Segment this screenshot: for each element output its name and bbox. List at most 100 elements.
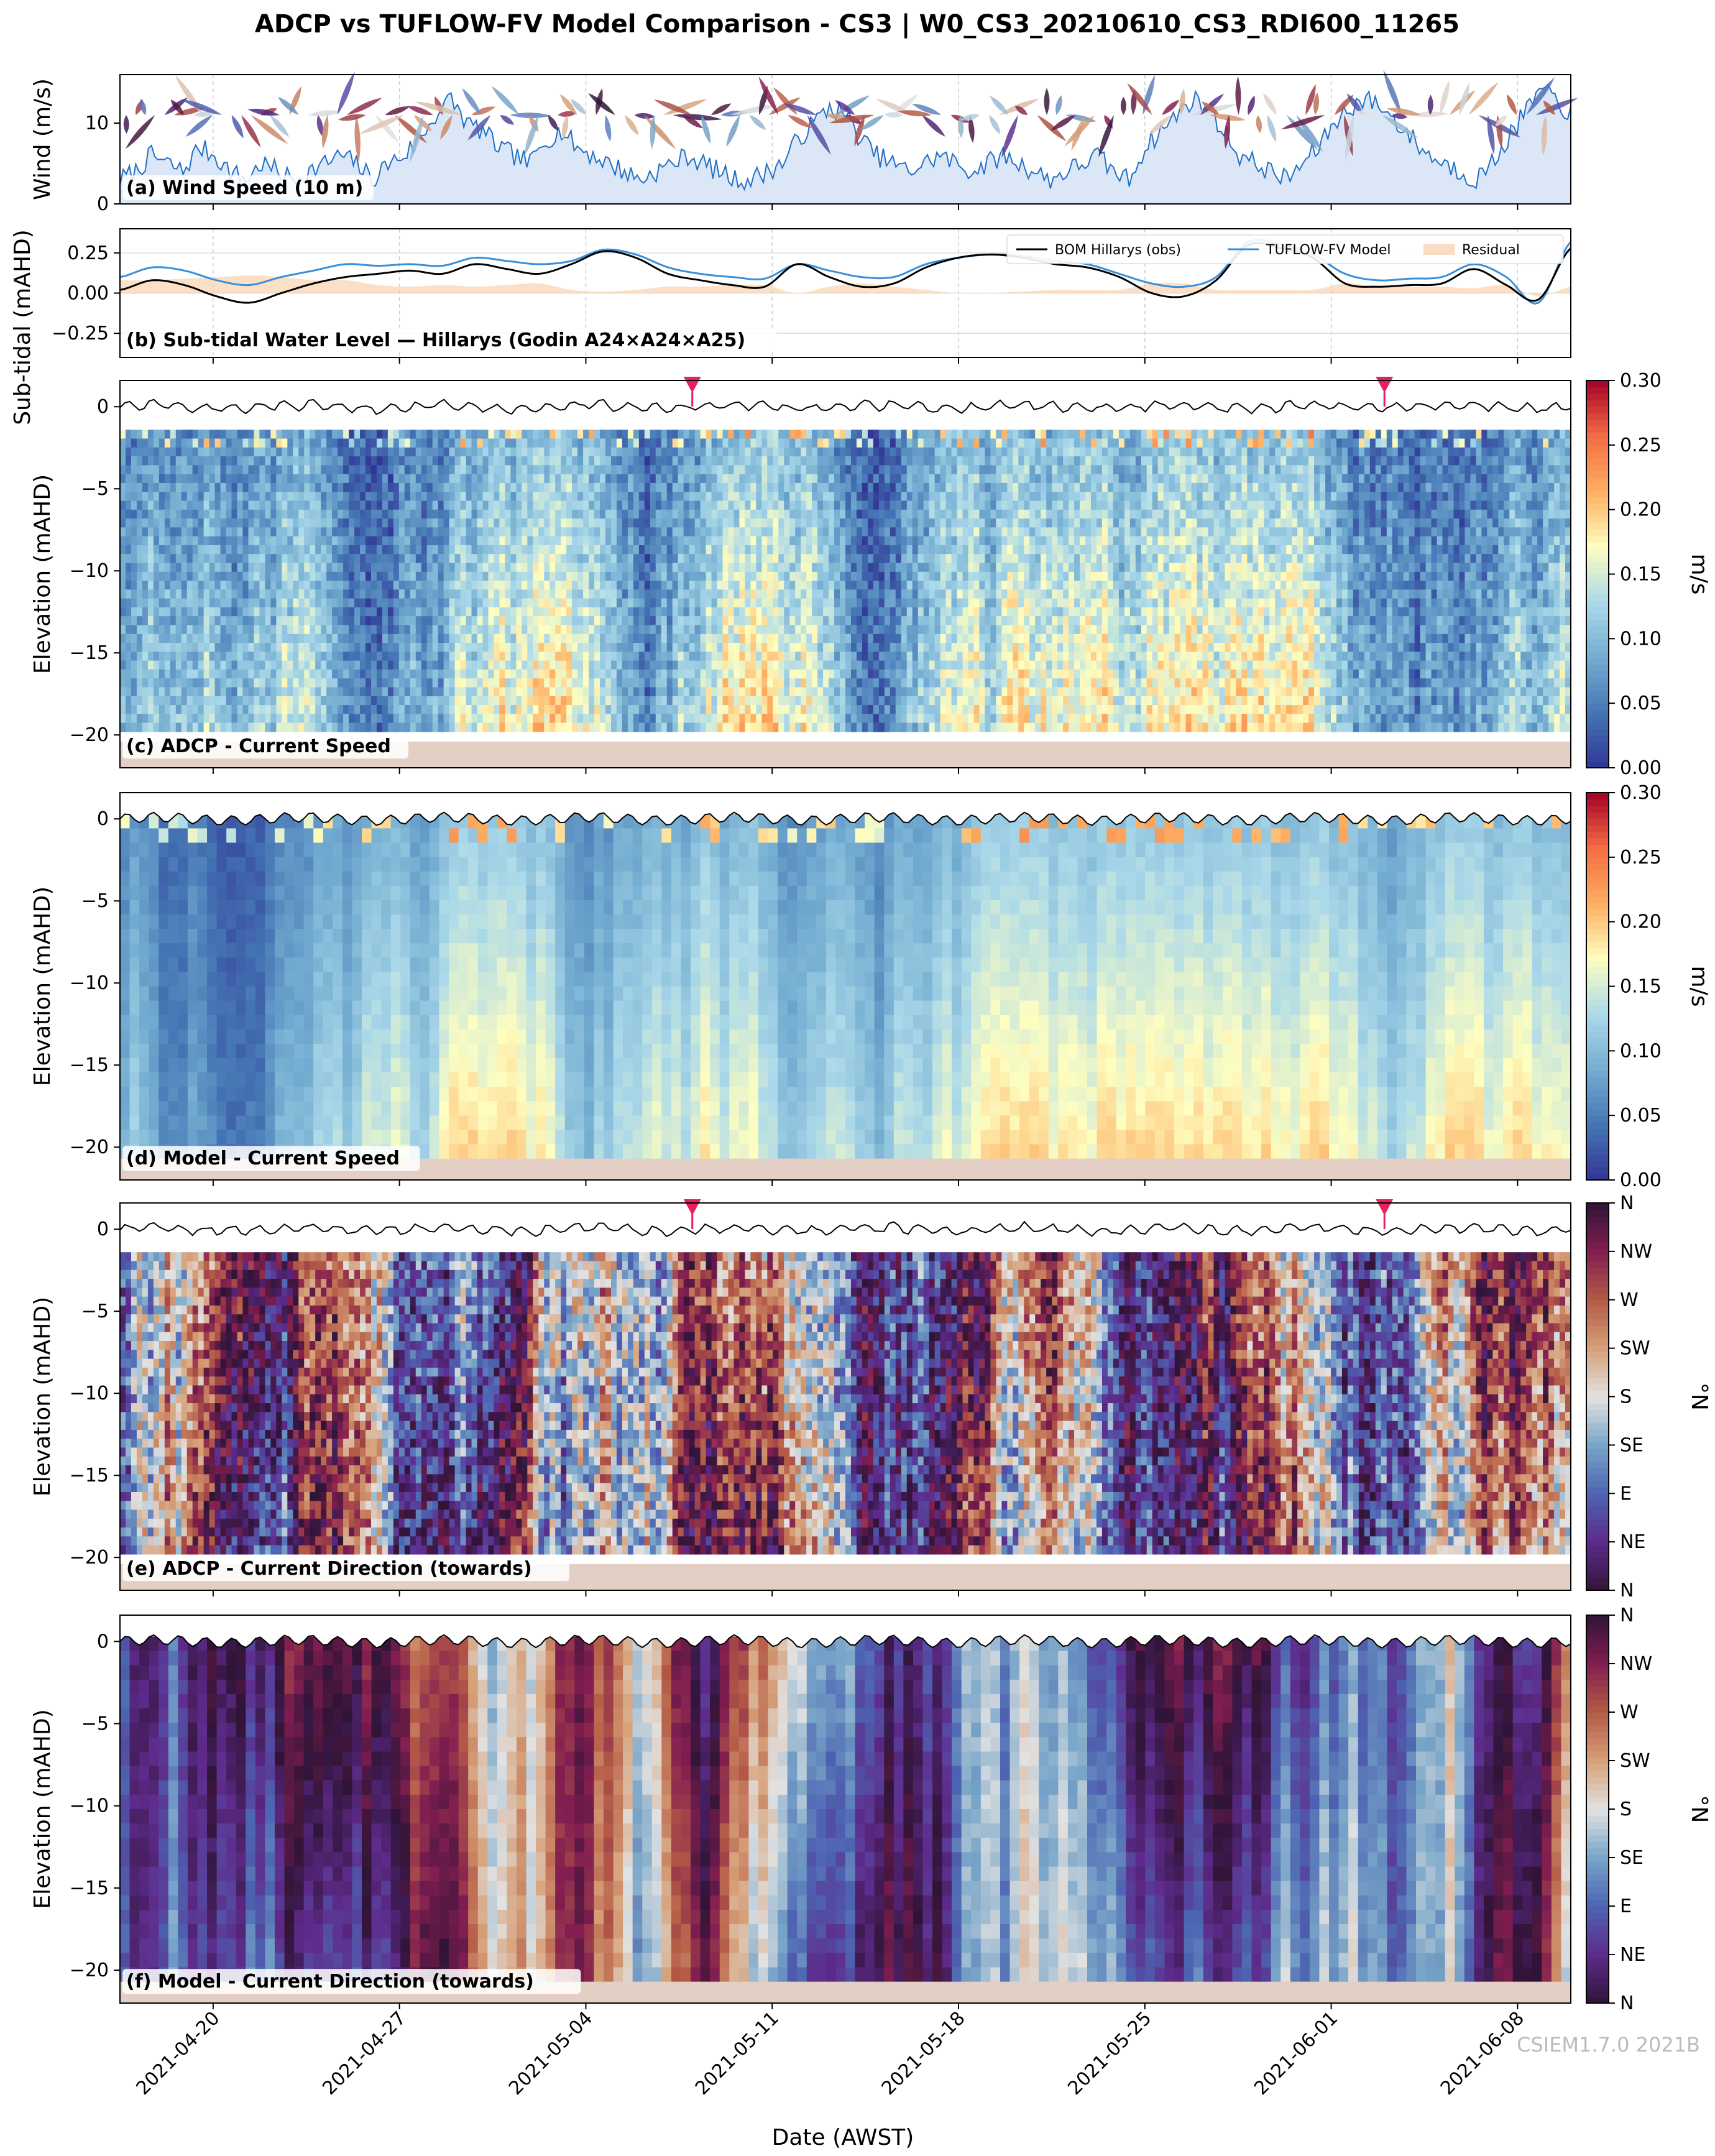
heatmap-cell xyxy=(834,625,840,635)
heatmap-cell xyxy=(812,563,818,573)
heatmap-cell xyxy=(237,571,244,581)
heatmap-cell xyxy=(678,625,684,635)
heatmap-cell xyxy=(661,482,668,492)
heatmap-cell xyxy=(577,616,584,626)
heatmap-cell xyxy=(326,465,333,475)
heatmap-cell xyxy=(354,643,361,652)
heatmap-cell xyxy=(214,482,221,492)
heatmap-cell xyxy=(834,545,840,555)
heatmap-cell xyxy=(410,554,416,564)
heatmap-cell xyxy=(572,438,578,448)
heatmap-cell xyxy=(321,563,327,573)
heatmap-cell xyxy=(298,607,305,617)
heatmap-cell xyxy=(895,581,902,590)
heatmap-cell xyxy=(672,545,679,555)
heatmap-cell xyxy=(756,625,762,635)
heatmap-cell xyxy=(745,518,751,528)
heatmap-cell xyxy=(321,554,327,564)
heatmap-cell xyxy=(789,633,796,643)
heatmap-cell xyxy=(438,669,444,679)
heatmap-cell xyxy=(159,509,165,519)
heatmap-cell xyxy=(650,571,656,581)
heatmap-cell xyxy=(131,652,137,661)
heatmap-cell xyxy=(733,616,740,626)
heatmap-cell xyxy=(610,696,617,706)
heatmap-cell xyxy=(661,474,668,484)
heatmap-cell xyxy=(142,482,149,492)
heatmap-cell xyxy=(315,545,321,555)
heatmap-cell xyxy=(823,474,829,484)
heatmap-cell xyxy=(466,492,472,502)
heatmap-cell xyxy=(890,456,896,466)
heatmap-cell xyxy=(482,660,489,670)
heatmap-cell xyxy=(555,438,561,448)
heatmap-cell xyxy=(214,554,221,564)
heatmap-cell xyxy=(895,722,902,732)
heatmap-cell xyxy=(214,687,221,697)
heatmap-cell xyxy=(136,678,143,688)
heatmap-cell xyxy=(360,492,366,502)
heatmap-cell xyxy=(332,509,338,519)
heatmap-cell xyxy=(242,660,249,670)
heatmap-cell xyxy=(404,482,411,492)
heatmap-cell xyxy=(867,687,874,697)
heatmap-cell xyxy=(638,536,645,546)
heatmap-cell xyxy=(326,652,333,661)
heatmap-cell xyxy=(522,625,528,635)
heatmap-cell xyxy=(326,545,333,555)
heatmap-cell xyxy=(226,687,232,697)
heatmap-cell xyxy=(499,527,506,537)
heatmap-cell xyxy=(332,678,338,688)
heatmap-cell xyxy=(159,536,165,546)
heatmap-cell xyxy=(812,456,818,466)
wind-arrow xyxy=(415,101,462,115)
heatmap-cell xyxy=(259,492,265,502)
heatmap-cell xyxy=(265,447,271,457)
heatmap-cell xyxy=(259,430,265,440)
heatmap-cell xyxy=(315,669,321,679)
heatmap-cell xyxy=(510,536,517,546)
heatmap-cell xyxy=(661,545,668,555)
heatmap-cell xyxy=(605,545,612,555)
heatmap-cell xyxy=(270,430,277,440)
heatmap-cell xyxy=(829,563,835,573)
heatmap-cell xyxy=(136,598,143,608)
heatmap-cell xyxy=(265,563,271,573)
heatmap-cell xyxy=(745,625,751,635)
heatmap-cell xyxy=(616,625,623,635)
heatmap-cell xyxy=(293,714,299,724)
heatmap-cell xyxy=(616,474,623,484)
heatmap-cell xyxy=(482,518,489,528)
heatmap-cell xyxy=(326,492,333,502)
heatmap-cell xyxy=(454,643,461,652)
heatmap-cell xyxy=(666,536,673,546)
heatmap-cell xyxy=(298,643,305,652)
heatmap-cell xyxy=(410,509,416,519)
heatmap-cell xyxy=(321,598,327,608)
heatmap-cell xyxy=(600,652,606,661)
heatmap-cell xyxy=(398,456,405,466)
wind-arrow xyxy=(1313,92,1320,115)
heatmap-cell xyxy=(142,705,149,714)
heatmap-cell xyxy=(488,500,495,510)
heatmap-cell xyxy=(638,696,645,706)
heatmap-cell xyxy=(711,678,718,688)
heatmap-cell xyxy=(890,509,896,519)
heatmap-cell xyxy=(231,518,238,528)
heatmap-cell xyxy=(147,705,154,714)
heatmap-cell xyxy=(850,536,857,546)
heatmap-cell xyxy=(387,482,394,492)
heatmap-cell xyxy=(410,625,416,635)
heatmap-cell xyxy=(767,722,773,732)
heatmap-cell xyxy=(505,643,511,652)
heatmap-cell xyxy=(499,714,506,724)
heatmap-cell xyxy=(683,563,690,573)
heatmap-cell xyxy=(354,430,361,440)
heatmap-cell xyxy=(756,687,762,697)
heatmap-cell xyxy=(466,482,472,492)
heatmap-cell xyxy=(354,554,361,564)
heatmap-cell xyxy=(466,652,472,661)
heatmap-cell xyxy=(237,482,244,492)
heatmap-cell xyxy=(365,563,372,573)
heatmap-cell xyxy=(387,518,394,528)
